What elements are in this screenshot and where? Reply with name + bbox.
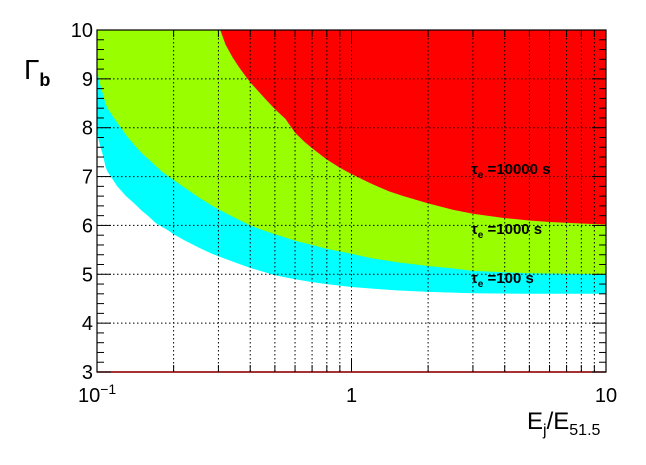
x-tick-label: 10 <box>595 385 617 407</box>
x-tick-label: 10−1 <box>78 381 116 407</box>
y-tick-label: 4 <box>82 313 93 335</box>
x-axis-title: Ej/E51.5 <box>527 408 601 439</box>
region-label-tau-1000: τe =1000 s <box>471 221 542 241</box>
x-axis-title-sep: /E <box>547 408 570 435</box>
y-tick-label: 6 <box>82 215 93 237</box>
y-axis-title: Γb <box>24 54 50 90</box>
y-tick-label: 3 <box>82 362 93 384</box>
y-tick-label: 10 <box>71 20 93 42</box>
x-axis-title-sub2: 51.5 <box>569 422 600 439</box>
y-tick-label: 5 <box>82 264 93 286</box>
y-axis-title-main: Γ <box>24 54 39 85</box>
ticks-layer <box>96 29 607 373</box>
y-axis-title-sub: b <box>39 70 50 90</box>
y-tick-label: 7 <box>82 167 93 189</box>
x-tick-label: 1 <box>346 385 357 407</box>
labels-layer: 3 4 5 6 7 8 9 10 10−1 1 10 τe =100 s τe =1000 s τe =1… <box>71 20 617 407</box>
y-tick-label: 9 <box>82 69 93 91</box>
y-tick-label: 8 <box>82 118 93 140</box>
region-label-tau-10000: τe =10000 s <box>471 161 550 181</box>
x-axis-title-sub1: j <box>542 422 547 439</box>
x-axis-title-main: E <box>527 408 543 435</box>
grid-layer <box>97 30 606 372</box>
region-label-tau-100: τe =100 s <box>471 270 534 290</box>
